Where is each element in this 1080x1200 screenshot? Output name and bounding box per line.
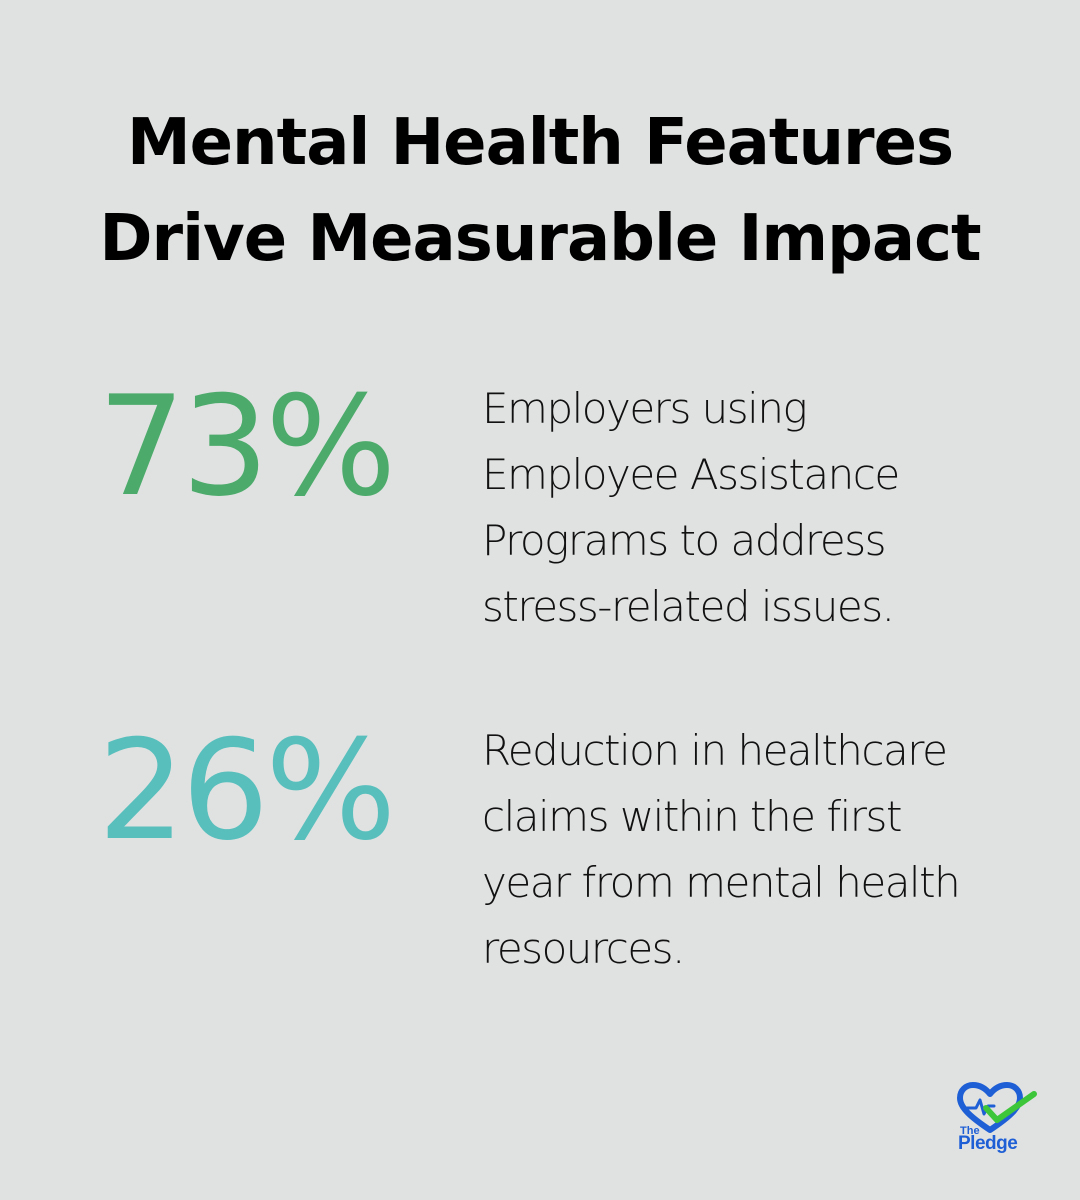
stat-description-line: year from mental health <box>482 858 961 907</box>
title-line-2: Drive Measurable Impact <box>99 202 981 276</box>
heart-check-icon <box>957 1082 1037 1133</box>
stat-description-line: Programs to address <box>482 516 887 565</box>
stat-description-employers: Employers using Employee Assistance Prog… <box>482 376 1042 640</box>
title-line-1: Mental Health Features <box>126 106 954 180</box>
stat-description-line: resources. <box>482 924 685 973</box>
stat-description-line: claims within the first <box>482 792 902 841</box>
logo-text-the: The <box>960 1125 980 1137</box>
page-title: Mental Health Features Drive Measurable … <box>0 95 1080 287</box>
stat-value-employers: 73% <box>97 366 397 527</box>
stat-description-claims: Reduction in healthcare claims within th… <box>482 718 1042 982</box>
stat-value-claims: 26% <box>97 710 397 871</box>
stat-description-line: Employers using <box>482 384 808 433</box>
stat-description-line: Employee Assistance <box>482 450 900 499</box>
logo-text-pledge: Pledge <box>958 1133 1018 1154</box>
pledge-logo: The Pledge <box>952 1080 1042 1160</box>
stat-description-line: stress-related issues. <box>482 582 895 631</box>
stat-description-line: Reduction in healthcare <box>482 726 948 775</box>
